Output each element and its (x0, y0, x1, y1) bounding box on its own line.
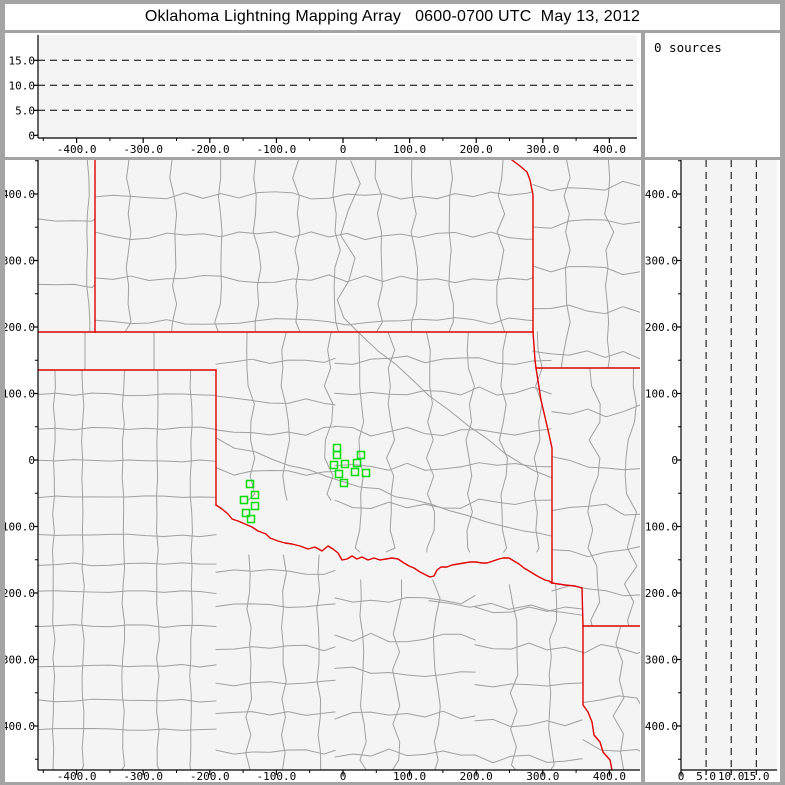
svg-text:0: 0 (28, 454, 35, 467)
svg-text:-200.0: -200.0 (5, 587, 35, 600)
svg-text:-400.0: -400.0 (5, 720, 35, 733)
svg-text:200.0: 200.0 (460, 770, 493, 782)
svg-text:15.0: 15.0 (9, 54, 36, 67)
altitude-ns-plot: 400.0 300.0 200.0 100.0 0 -100.0 -200.0 -300.0 -… (645, 160, 777, 782)
svg-text:400.0: 400.0 (5, 188, 35, 201)
svg-text:200.0: 200.0 (645, 321, 678, 334)
svg-text:-400.0: -400.0 (57, 770, 97, 782)
sources-count-label: 0 sources (654, 40, 722, 55)
sources-box: 0 sources (645, 33, 780, 157)
svg-text:10.0: 10.0 (9, 79, 36, 92)
svg-text:0: 0 (678, 770, 685, 782)
altitude-ns-panel: 400.0 300.0 200.0 100.0 0 -100.0 -200.0 -300.0 -… (645, 160, 780, 782)
svg-text:-200.0: -200.0 (190, 770, 230, 782)
svg-text:5.0: 5.0 (696, 770, 716, 782)
svg-text:300.0: 300.0 (645, 255, 678, 268)
svg-text:-100.0: -100.0 (645, 521, 678, 534)
plan-view-map: 400.0 300.0 200.0 100.0 0 -100.0 -200.0 -300.0 -… (5, 160, 640, 782)
svg-text:100.0: 100.0 (5, 388, 35, 401)
svg-text:300.0: 300.0 (526, 770, 559, 782)
svg-text:0: 0 (28, 129, 35, 142)
svg-text:-100.0: -100.0 (5, 521, 35, 534)
svg-text:-200.0: -200.0 (645, 587, 678, 600)
svg-text:0: 0 (671, 454, 678, 467)
svg-text:0: 0 (340, 770, 347, 782)
page-title: Oklahoma Lightning Mapping Array 0600-07… (144, 8, 641, 25)
svg-text:-300.0: -300.0 (645, 654, 678, 667)
svg-text:300.0: 300.0 (526, 143, 559, 156)
svg-text:200.0: 200.0 (5, 321, 35, 334)
svg-text:100.0: 100.0 (645, 388, 678, 401)
svg-text:-200.0: -200.0 (190, 143, 230, 156)
svg-text:10.0: 10.0 (718, 770, 745, 782)
svg-text:-100.0: -100.0 (257, 143, 297, 156)
svg-text:300.0: 300.0 (5, 255, 35, 268)
svg-text:100.0: 100.0 (393, 770, 426, 782)
svg-text:15.0: 15.0 (743, 770, 770, 782)
svg-text:-400.0: -400.0 (57, 143, 97, 156)
svg-text:-100.0: -100.0 (257, 770, 297, 782)
svg-text:-400.0: -400.0 (645, 720, 678, 733)
svg-text:400.0: 400.0 (593, 770, 626, 782)
plan-view-panel: 400.0 300.0 200.0 100.0 0 -100.0 -200.0 -300.0 -… (5, 160, 641, 782)
svg-text:400.0: 400.0 (645, 188, 678, 201)
altitude-ew-plot: 15.0 10.0 5.0 0 -400.0 -300.0 -200.0 -100.0 0 100… (9, 35, 637, 156)
svg-text:-300.0: -300.0 (123, 770, 163, 782)
svg-text:-300.0: -300.0 (5, 654, 35, 667)
svg-text:200.0: 200.0 (460, 143, 493, 156)
altitude-ew-panel: 15.0 10.0 5.0 0 -400.0 -300.0 -200.0 -100.0 0 100… (5, 33, 641, 157)
title-bar: Oklahoma Lightning Mapping Array 0600-07… (5, 4, 780, 30)
svg-text:0: 0 (340, 143, 347, 156)
svg-text:400.0: 400.0 (593, 143, 626, 156)
svg-text:5.0: 5.0 (15, 104, 35, 117)
svg-text:100.0: 100.0 (393, 143, 426, 156)
svg-text:-300.0: -300.0 (123, 143, 163, 156)
